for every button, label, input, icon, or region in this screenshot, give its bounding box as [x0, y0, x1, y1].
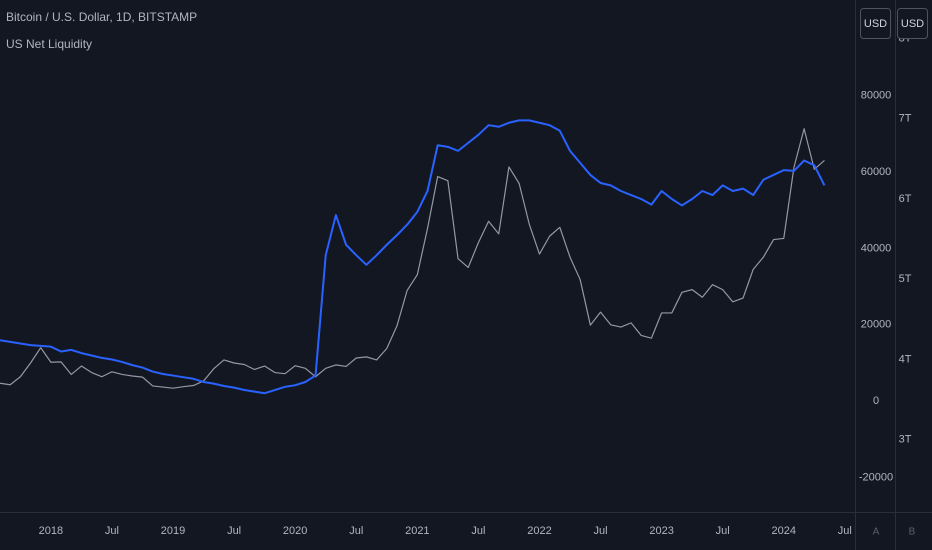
x-tick-label: 2020: [283, 525, 307, 537]
y-tick-label: 20000: [861, 319, 892, 331]
x-tick-label: Jul: [838, 525, 852, 537]
currency-button[interactable]: [897, 8, 928, 39]
y2-tick-label: 7T: [899, 113, 912, 125]
y-tick-label: 60000: [861, 166, 892, 178]
x-tick-label: 2023: [649, 525, 673, 537]
y2-tick-label: 4T: [899, 353, 912, 365]
scale-button[interactable]: B: [909, 527, 916, 538]
y-tick-label: 80000: [861, 89, 892, 101]
currency-button-label[interactable]: USD: [864, 18, 887, 30]
currency-button-label[interactable]: USD: [901, 18, 924, 30]
series-line: [0, 119, 826, 395]
y-tick-label: 40000: [861, 242, 892, 254]
currency-button[interactable]: [860, 8, 891, 39]
series-line: [0, 128, 825, 389]
scale-button[interactable]: A: [873, 527, 880, 538]
x-tick-label: 2022: [527, 525, 551, 537]
x-tick-label: Jul: [105, 525, 119, 537]
x-tick-label: Jul: [227, 525, 241, 537]
x-tick-label: 2024: [772, 525, 796, 537]
y2-tick-label: 6T: [899, 193, 912, 205]
y2-tick-label: 3T: [899, 434, 912, 446]
x-tick-label: Jul: [471, 525, 485, 537]
y-tick-label: -20000: [859, 472, 893, 484]
x-tick-label: 2021: [405, 525, 429, 537]
x-tick-label: Jul: [349, 525, 363, 537]
x-tick-label: Jul: [594, 525, 608, 537]
plot-area: [0, 119, 826, 395]
x-tick-label: Jul: [716, 525, 730, 537]
x-tick-label: 2019: [161, 525, 185, 537]
chart-title: Bitcoin / U.S. Dollar, 1D, BITSTAMP: [6, 10, 197, 24]
chart-subtitle: US Net Liquidity: [6, 37, 92, 51]
y2-tick-label: 5T: [899, 273, 912, 285]
y-tick-label: 0: [873, 395, 879, 407]
x-tick-label: 2018: [39, 525, 63, 537]
